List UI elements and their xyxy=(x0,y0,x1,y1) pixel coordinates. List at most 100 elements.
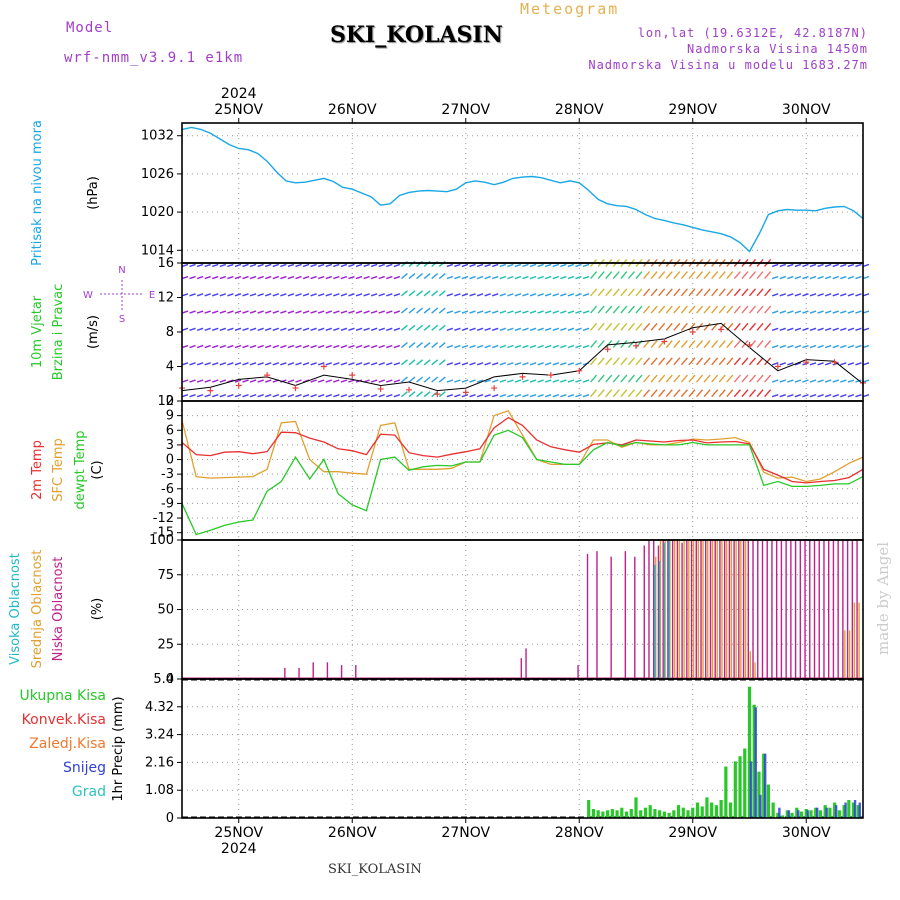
wind-barb xyxy=(597,374,605,383)
wind-barb xyxy=(605,271,613,279)
gust-marker xyxy=(434,391,441,398)
wind-barb xyxy=(537,327,544,331)
wind-barb xyxy=(779,379,786,383)
wind-barb xyxy=(265,362,272,366)
wind-barb xyxy=(242,394,249,398)
wind-barb xyxy=(317,344,325,349)
wind-barb xyxy=(461,344,469,349)
wind-barb xyxy=(446,327,454,331)
wind-barb xyxy=(340,379,348,383)
wind-barb xyxy=(802,327,809,331)
precip-bar xyxy=(629,808,633,818)
wind-barb xyxy=(212,362,219,366)
wind-barb xyxy=(847,327,855,331)
wind-barb xyxy=(499,344,507,349)
wind-barb xyxy=(310,344,317,349)
wind-barb xyxy=(673,271,681,279)
wind-barb xyxy=(840,327,847,331)
wind-barb xyxy=(771,394,779,398)
wind-barb xyxy=(862,275,870,280)
wind-barb xyxy=(476,275,484,280)
wind-barb xyxy=(416,391,424,398)
wind-barb xyxy=(612,322,620,331)
precip-bar xyxy=(624,811,629,818)
precip-bar xyxy=(695,802,700,818)
wind-barb xyxy=(469,394,476,398)
wind-barb xyxy=(529,344,537,349)
wind-barb xyxy=(212,310,219,314)
wind-barb xyxy=(386,293,393,297)
pressure-unit-label: (hPa) xyxy=(86,176,101,210)
wind-barb xyxy=(438,376,446,383)
wind-barb xyxy=(575,275,582,280)
wind-barb xyxy=(272,394,280,398)
wind-barb xyxy=(499,293,507,297)
wind-barb xyxy=(295,275,302,280)
y-tick-label: -12 xyxy=(153,511,174,526)
wind-barb xyxy=(325,275,332,280)
wind-barb xyxy=(181,344,189,349)
wind-barb xyxy=(718,340,726,348)
wind-barb xyxy=(862,293,870,297)
wind-barb xyxy=(650,340,658,348)
wind-barb xyxy=(514,263,522,268)
precip-bar xyxy=(719,799,723,818)
wind-barb xyxy=(431,376,439,383)
wind-barb xyxy=(310,310,317,314)
wind-barb xyxy=(333,327,340,331)
wind-barb xyxy=(400,359,408,366)
precip-bar xyxy=(833,802,837,818)
wind-barb xyxy=(295,394,302,398)
wind-barb xyxy=(658,374,666,383)
wind-barb xyxy=(575,293,582,297)
wind-barb xyxy=(824,362,832,366)
wind-barb xyxy=(370,263,378,268)
wind-barb xyxy=(514,394,522,398)
wind-barb xyxy=(431,272,439,280)
wind-barb xyxy=(370,293,378,297)
wind-barb xyxy=(794,275,802,280)
y-tick-label: 1026 xyxy=(141,167,174,182)
wind-barb xyxy=(227,379,234,383)
wind-barb xyxy=(340,263,348,268)
wind-barb xyxy=(748,374,757,383)
wind-barb xyxy=(272,275,280,280)
wind-barb xyxy=(612,305,620,314)
wind-barb xyxy=(552,293,559,297)
wind-barb xyxy=(196,327,204,331)
wind-barb xyxy=(824,275,832,280)
wind-barb xyxy=(552,379,559,383)
wind-barb xyxy=(363,362,370,366)
wind-barb xyxy=(234,362,242,366)
wind-barb xyxy=(620,322,628,331)
snow-bar xyxy=(778,807,781,818)
wind-barb xyxy=(567,379,575,383)
wind-barb xyxy=(302,275,310,280)
wind-barb xyxy=(340,327,348,331)
wind-barb xyxy=(696,340,704,348)
wind-barb xyxy=(227,275,234,280)
wind-barb xyxy=(733,340,741,348)
wind-barb xyxy=(204,362,211,366)
wind-barb xyxy=(643,322,651,331)
wind-barb xyxy=(287,275,295,280)
wind-barb xyxy=(688,288,696,297)
precip-bar xyxy=(842,805,846,818)
wind-barb xyxy=(824,394,832,398)
precip-bar xyxy=(672,810,676,818)
wind-barb xyxy=(295,310,302,314)
wind-barb xyxy=(227,263,234,268)
precip-bar xyxy=(738,756,742,818)
wind-barb xyxy=(733,305,741,314)
wind-barb xyxy=(249,379,257,383)
model-label: Model xyxy=(66,20,114,36)
wind-unit-label: (m/s) xyxy=(86,315,101,349)
wind-barb xyxy=(741,271,749,279)
wind-barb xyxy=(544,362,552,366)
precip-bar xyxy=(790,812,794,818)
wind-barb xyxy=(718,389,726,398)
y-tick-label: 8 xyxy=(166,325,174,340)
wind-barb xyxy=(809,327,817,331)
wind-barb xyxy=(257,394,264,398)
